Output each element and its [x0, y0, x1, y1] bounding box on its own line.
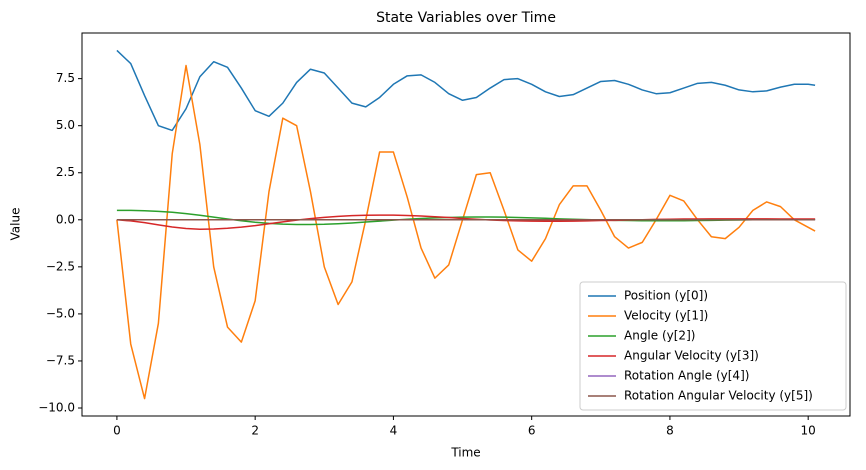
y-tick-label: −5.0	[46, 306, 75, 320]
x-tick-label: 4	[390, 424, 398, 438]
chart-title: State Variables over Time	[376, 10, 556, 26]
x-tick-label: 6	[528, 424, 536, 438]
legend-label: Angular Velocity (y[3])	[624, 349, 759, 363]
y-tick-label: −2.5	[46, 259, 75, 273]
legend-label: Position (y[0])	[624, 289, 708, 303]
plot-frame	[81, 32, 851, 417]
data-line	[116, 49, 816, 132]
legend-label: Rotation Angle (y[4])	[624, 369, 749, 383]
x-tick-label: 8	[666, 424, 674, 438]
y-tick-label: 7.5	[56, 71, 75, 85]
legend-box	[579, 281, 847, 411]
data-line	[116, 209, 816, 226]
y-tick-label: 0.0	[56, 212, 75, 226]
data-line	[116, 214, 816, 230]
y-tick-label: 5.0	[56, 118, 75, 132]
data-line	[116, 64, 816, 400]
x-axis-label: Time	[450, 446, 480, 460]
y-tick-label: −7.5	[46, 353, 75, 367]
legend-label: Velocity (y[1])	[624, 309, 708, 323]
legend-label: Angle (y[2])	[624, 329, 695, 343]
x-tick-label: 10	[801, 424, 816, 438]
y-axis-label: Value	[9, 208, 23, 241]
x-tick-label: 2	[251, 424, 259, 438]
legend-label: Rotation Angular Velocity (y[5])	[624, 389, 813, 403]
x-tick-label: 0	[113, 424, 121, 438]
y-tick-label: 2.5	[56, 165, 75, 179]
y-tick-label: −10.0	[38, 401, 75, 415]
